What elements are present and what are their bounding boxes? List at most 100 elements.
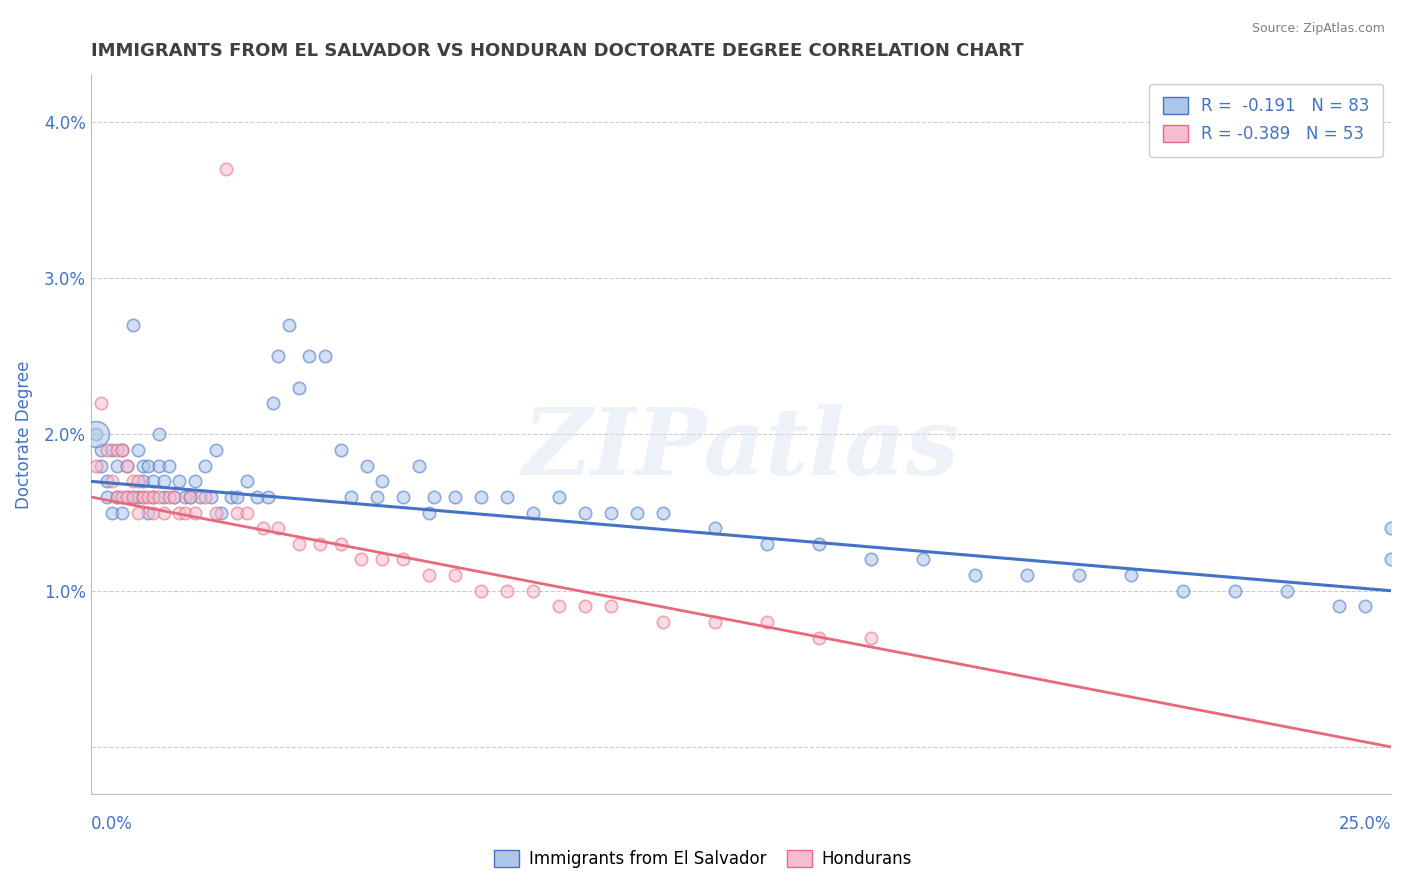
Point — [84, 427, 107, 442]
Point — [246, 490, 269, 504]
Point — [194, 490, 217, 504]
Point — [371, 475, 394, 489]
Point — [105, 490, 128, 504]
Text: IMMIGRANTS FROM EL SALVADOR VS HONDURAN DOCTORATE DEGREE CORRELATION CHART: IMMIGRANTS FROM EL SALVADOR VS HONDURAN … — [91, 42, 1024, 60]
Point — [121, 475, 143, 489]
Point — [204, 443, 226, 458]
Point — [262, 396, 284, 410]
Point — [496, 490, 519, 504]
Point — [90, 396, 112, 410]
Point — [350, 552, 373, 566]
Point — [496, 583, 519, 598]
Y-axis label: Doctorate Degree: Doctorate Degree — [15, 360, 32, 508]
Point — [267, 350, 290, 364]
Point — [392, 490, 415, 504]
Point — [152, 475, 174, 489]
Point — [626, 506, 648, 520]
Point — [329, 537, 352, 551]
Point — [100, 443, 122, 458]
Point — [169, 506, 191, 520]
Point — [1171, 583, 1194, 598]
Point — [298, 350, 321, 364]
Point — [105, 490, 128, 504]
Point — [522, 583, 544, 598]
Point — [470, 583, 492, 598]
Point — [152, 490, 174, 504]
Point — [132, 458, 155, 473]
Point — [288, 537, 311, 551]
Text: Source: ZipAtlas.com: Source: ZipAtlas.com — [1251, 22, 1385, 36]
Point — [548, 599, 571, 614]
Point — [157, 490, 180, 504]
Point — [96, 490, 118, 504]
Point — [652, 506, 675, 520]
Point — [225, 490, 247, 504]
Point — [132, 475, 155, 489]
Point — [132, 490, 155, 504]
Point — [173, 490, 195, 504]
Point — [1379, 552, 1402, 566]
Point — [236, 475, 259, 489]
Point — [600, 506, 623, 520]
Point — [204, 506, 226, 520]
Text: ZIPatlas: ZIPatlas — [523, 404, 959, 494]
Point — [859, 631, 882, 645]
Point — [194, 458, 217, 473]
Point — [117, 490, 139, 504]
Point — [148, 458, 170, 473]
Legend: R =  -0.191   N = 83, R = -0.389   N = 53: R = -0.191 N = 83, R = -0.389 N = 53 — [1149, 84, 1382, 156]
Point — [136, 458, 159, 473]
Point — [111, 490, 134, 504]
Point — [418, 506, 440, 520]
Point — [100, 506, 122, 520]
Point — [329, 443, 352, 458]
Point — [215, 161, 238, 176]
Point — [111, 443, 134, 458]
Point — [267, 521, 290, 535]
Point — [807, 537, 830, 551]
Point — [127, 443, 149, 458]
Point — [152, 506, 174, 520]
Point — [340, 490, 363, 504]
Point — [314, 350, 336, 364]
Point — [1354, 599, 1376, 614]
Point — [308, 537, 330, 551]
Point — [127, 475, 149, 489]
Point — [221, 490, 243, 504]
Point — [252, 521, 274, 535]
Point — [184, 506, 207, 520]
Point — [418, 568, 440, 582]
Point — [111, 506, 134, 520]
Point — [522, 506, 544, 520]
Text: 25.0%: 25.0% — [1339, 815, 1391, 833]
Point — [574, 506, 596, 520]
Point — [96, 475, 118, 489]
Point — [704, 521, 727, 535]
Point — [148, 427, 170, 442]
Point — [188, 490, 211, 504]
Point — [756, 615, 779, 629]
Point — [756, 537, 779, 551]
Point — [1067, 568, 1090, 582]
Point — [1015, 568, 1038, 582]
Point — [96, 443, 118, 458]
Point — [444, 568, 467, 582]
Point — [157, 458, 180, 473]
Point — [366, 490, 388, 504]
Point — [256, 490, 278, 504]
Point — [173, 506, 195, 520]
Point — [163, 490, 186, 504]
Point — [142, 475, 165, 489]
Point — [117, 458, 139, 473]
Point — [179, 490, 201, 504]
Point — [84, 458, 107, 473]
Point — [444, 490, 467, 504]
Point — [84, 427, 107, 442]
Point — [963, 568, 986, 582]
Point — [704, 615, 727, 629]
Point — [574, 599, 596, 614]
Point — [136, 490, 159, 504]
Point — [1223, 583, 1246, 598]
Point — [100, 475, 122, 489]
Point — [408, 458, 430, 473]
